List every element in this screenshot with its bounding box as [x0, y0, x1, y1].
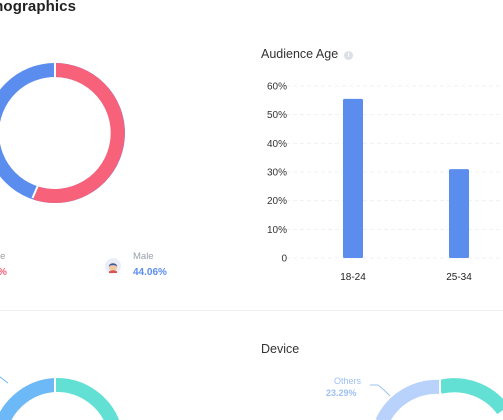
- device-others-value: 23.29%: [326, 388, 357, 398]
- label-leader-line: [0, 376, 9, 384]
- y-tick-label: 10%: [267, 225, 287, 236]
- device-title: Device: [261, 342, 300, 356]
- legend-female-value: %: [0, 267, 7, 278]
- legend-female-label: le: [0, 251, 6, 262]
- info-icon[interactable]: i: [344, 51, 354, 60]
- label-leader-line: [370, 384, 391, 397]
- y-tick-label: 0: [281, 254, 287, 265]
- chart-x-axis: 18-24 25-34: [340, 272, 472, 283]
- audience-age-title-text: Audience Age: [261, 47, 339, 61]
- chart-bars: [343, 98, 469, 259]
- page-title: mographics: [0, 0, 77, 15]
- donut-segment[interactable]: [0, 378, 56, 420]
- legend-male-value: 44.06%: [133, 267, 167, 278]
- y-tick-label: 20%: [267, 196, 287, 207]
- device-donut-chart: [370, 378, 503, 420]
- y-tick-label: 30%: [267, 168, 287, 179]
- chart-gridlines: [286, 85, 503, 259]
- gender-donut-chart: [0, 63, 125, 203]
- audience-age-title: Audience Age i: [261, 47, 354, 61]
- legend-male-label: Male: [133, 251, 154, 262]
- x-tick-label: 18-24: [340, 272, 366, 283]
- section-divider: [0, 310, 503, 311]
- donut-segment-female[interactable]: [33, 63, 125, 203]
- bar-25-34[interactable]: [449, 169, 469, 258]
- chart-y-axis: 60% 50% 40% 30% 20% 10% 0: [267, 82, 287, 265]
- male-avatar-icon: [105, 258, 121, 274]
- device-others-label: Others: [334, 376, 362, 386]
- bar-18-24[interactable]: [343, 98, 363, 259]
- y-tick-label: 40%: [267, 139, 287, 150]
- audience-age-bar-chart: 60% 50% 40% 30% 20% 10% 0 18-24 25-34: [267, 82, 503, 283]
- y-tick-label: 50%: [267, 110, 287, 121]
- x-tick-label: 25-34: [446, 272, 472, 283]
- y-tick-label: 60%: [267, 82, 287, 93]
- bottom-left-donut-chart: [0, 376, 120, 420]
- donut-segment[interactable]: [438, 378, 503, 415]
- donut-segment-others[interactable]: [375, 379, 441, 420]
- donut-segment[interactable]: [54, 377, 120, 420]
